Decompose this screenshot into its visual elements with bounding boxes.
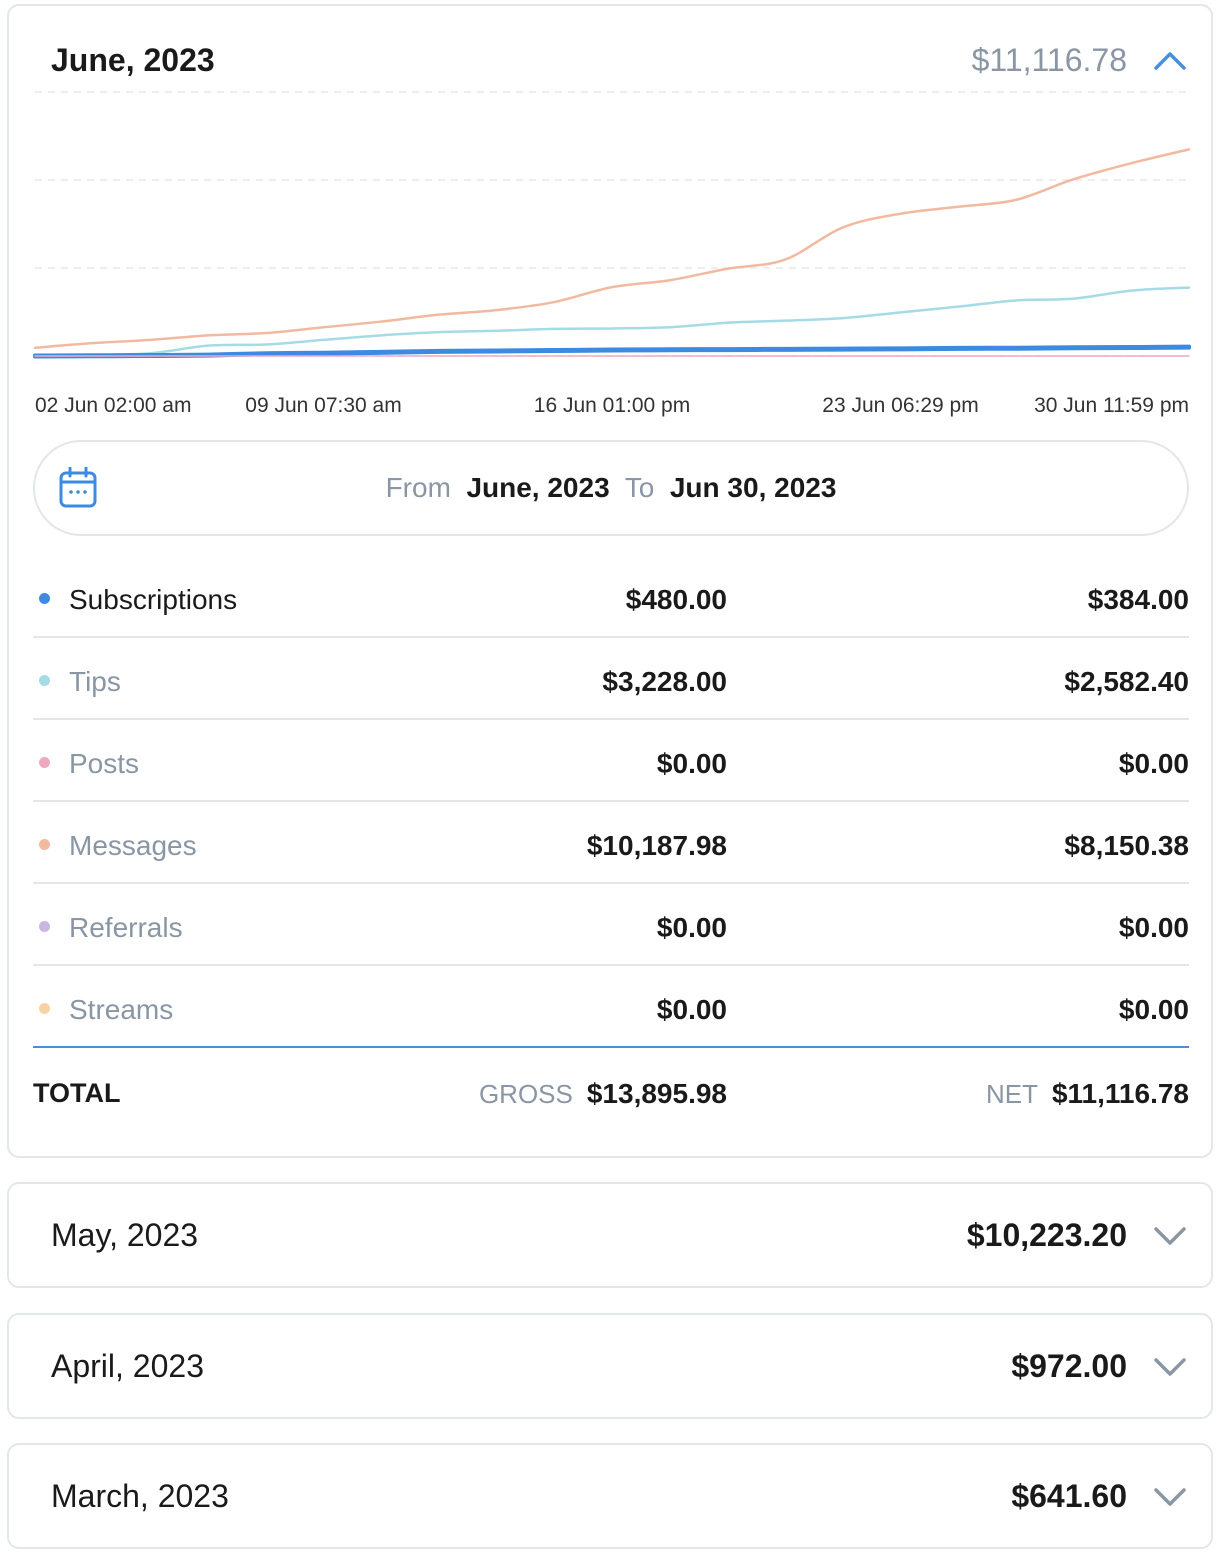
total-gross: GROSS $13,895.98	[479, 1078, 727, 1110]
legend-dot	[39, 1003, 50, 1014]
x-tick-label: 09 Jun 07:30 am	[245, 394, 401, 417]
row-gross: $480.00	[625, 584, 727, 615]
earnings-line-chart: 02 Jun 02:00 am 09 Jun 07:30 am 16 Jun 01:…	[33, 91, 1191, 417]
legend-dot	[39, 675, 50, 686]
total-net: NET $11,116.78	[986, 1078, 1189, 1110]
row-net: $384.00	[1087, 584, 1189, 615]
chevron-down-icon[interactable]	[1153, 1221, 1187, 1249]
legend-dot	[39, 757, 50, 768]
month-net-amount: $10,223.20	[966, 1217, 1127, 1253]
x-tick-label: 23 Jun 06:29 pm	[822, 394, 978, 417]
earnings-total-row: TOTAL GROSS $13,895.98 NET $11,116.78	[33, 1050, 1189, 1130]
earnings-breakdown-list: Subscriptions $480.00 $384.00 Tips $3,22…	[33, 556, 1189, 1048]
from-label: From	[385, 472, 451, 503]
chevron-down-icon[interactable]	[1153, 1352, 1187, 1380]
row-net: $0.00	[1118, 912, 1189, 943]
gross-caption: GROSS	[478, 1079, 573, 1109]
earnings-row-subscriptions[interactable]: Subscriptions $480.00 $384.00	[33, 556, 1189, 638]
row-gross: $10,187.98	[586, 830, 727, 861]
row-net: $2,582.40	[1064, 666, 1189, 697]
calendar-icon	[59, 467, 97, 508]
earnings-row-posts[interactable]: Posts $0.00 $0.00	[33, 720, 1189, 802]
chevron-down-icon[interactable]	[1153, 1482, 1187, 1510]
row-net: $8,150.38	[1064, 830, 1189, 861]
row-label: Posts	[69, 748, 140, 779]
date-range-text: From June, 2023 To Jun 30, 2023	[35, 472, 1187, 504]
x-tick-label: 02 Jun 02:00 am	[35, 394, 191, 417]
row-gross: $3,228.00	[602, 666, 727, 697]
month-title: June, 2023	[51, 42, 215, 78]
earnings-row-messages[interactable]: Messages $10,187.98 $8,150.38	[33, 802, 1189, 884]
to-value: Jun 30, 2023	[669, 472, 837, 503]
earnings-row-streams[interactable]: Streams $0.00 $0.00	[33, 966, 1189, 1048]
series-line-tips	[33, 286, 1191, 358]
row-label: Subscriptions	[69, 584, 238, 615]
x-tick-label: 30 Jun 11:59 pm	[1034, 394, 1189, 417]
to-label: To	[624, 472, 655, 503]
month-card-may[interactable]: May, 2023 $10,223.20	[7, 1182, 1213, 1288]
legend-dot	[39, 921, 50, 932]
row-gross: $0.00	[656, 994, 727, 1025]
earnings-row-referrals[interactable]: Referrals $0.00 $0.00	[33, 884, 1189, 966]
month-card-header[interactable]: June, 2023 $11,116.78	[9, 6, 1211, 114]
row-label: Referrals	[69, 912, 183, 943]
series-line-messages	[33, 148, 1191, 349]
chevron-up-icon[interactable]	[1153, 46, 1187, 74]
legend-dot	[39, 593, 50, 604]
row-net: $0.00	[1118, 748, 1189, 779]
month-net-amount: $972.00	[1011, 1348, 1127, 1384]
total-label: TOTAL	[33, 1078, 121, 1108]
row-gross: $0.00	[656, 912, 727, 943]
month-card-june: June, 2023 $11,116.78 02 Jun 02:00 am 09 …	[7, 4, 1213, 1158]
series-line-subscriptions	[33, 344, 1191, 359]
net-caption: NET	[985, 1079, 1038, 1109]
row-net: $0.00	[1118, 994, 1189, 1025]
row-label: Tips	[69, 666, 121, 697]
date-range-picker[interactable]: From June, 2023 To Jun 30, 2023	[33, 440, 1189, 536]
month-net-amount: $641.60	[1011, 1478, 1127, 1514]
row-label: Streams	[69, 994, 174, 1025]
earnings-row-tips[interactable]: Tips $3,228.00 $2,582.40	[33, 638, 1189, 720]
legend-dot	[39, 839, 50, 850]
net-amount: $11,116.78	[1051, 1078, 1189, 1109]
gross-amount: $13,895.98	[586, 1078, 727, 1109]
month-card-march[interactable]: March, 2023 $641.60	[7, 1443, 1213, 1549]
x-tick-label: 16 Jun 01:00 pm	[534, 394, 690, 417]
from-value: June, 2023	[466, 472, 610, 503]
month-title: April, 2023	[51, 1348, 204, 1384]
row-label: Messages	[69, 830, 197, 861]
month-net-amount: $11,116.78	[971, 42, 1127, 78]
row-gross: $0.00	[656, 748, 727, 779]
month-title: May, 2023	[51, 1217, 199, 1253]
month-title: March, 2023	[51, 1478, 229, 1514]
month-card-april[interactable]: April, 2023 $972.00	[7, 1313, 1213, 1419]
